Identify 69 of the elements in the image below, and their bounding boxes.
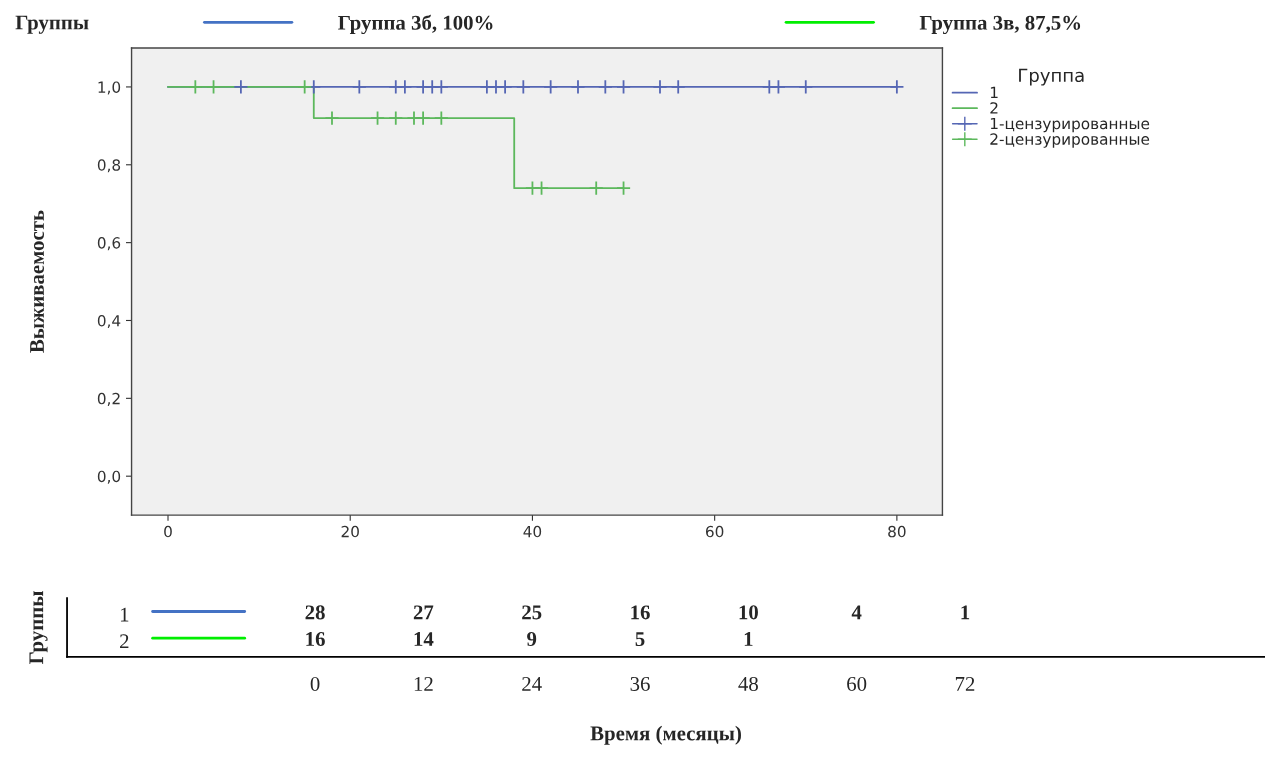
data-label: 27 bbox=[413, 605, 434, 620]
y-tick-label: 2 bbox=[120, 634, 129, 649]
x-tick-label: 20 bbox=[341, 525, 359, 538]
data-label: 4 bbox=[851, 605, 862, 620]
point bbox=[798, 79, 814, 95]
data-label: 1 bbox=[961, 605, 970, 620]
point bbox=[206, 79, 222, 95]
data-label: 25 bbox=[522, 605, 542, 620]
x-tick-label: 60 bbox=[847, 676, 867, 691]
point bbox=[388, 110, 404, 126]
x-tick-label: 0 bbox=[164, 525, 172, 538]
x-tick-label: 36 bbox=[630, 676, 650, 691]
data-label: 10 bbox=[739, 605, 758, 620]
point bbox=[616, 180, 632, 196]
point bbox=[770, 79, 786, 95]
point bbox=[570, 79, 586, 95]
y-tick-label: 0,2 bbox=[97, 392, 120, 406]
y-axis-title: Выживаемость bbox=[30, 210, 44, 353]
x-axis-title: Время (месяцы) bbox=[590, 725, 741, 745]
legend-title: Группы bbox=[15, 15, 89, 34]
y-tick-label: 0,4 bbox=[97, 314, 121, 329]
point bbox=[370, 110, 386, 126]
y-tick-label: 0,0 bbox=[97, 470, 121, 484]
point bbox=[597, 79, 613, 95]
data-label: 14 bbox=[414, 632, 434, 646]
point bbox=[433, 110, 449, 126]
x-tick-label: 60 bbox=[706, 525, 724, 538]
x-tick-label: 72 bbox=[955, 676, 975, 691]
x-tick-label: 24 bbox=[522, 676, 542, 691]
point bbox=[187, 79, 203, 95]
y-axis-title: Группы bbox=[29, 591, 48, 665]
legend-label: 2 bbox=[990, 102, 998, 114]
point bbox=[543, 79, 559, 95]
data-label: 9 bbox=[527, 632, 537, 647]
point bbox=[324, 110, 340, 126]
text: Группа 3в, 87,5% bbox=[919, 15, 1081, 35]
data-label: 16 bbox=[306, 632, 325, 647]
x-tick-label: 0 bbox=[310, 676, 320, 691]
data-label: 28 bbox=[305, 605, 325, 620]
point bbox=[233, 79, 249, 95]
legend-label: 2-цензурированные bbox=[990, 133, 1150, 148]
x-tick-label: 80 bbox=[888, 525, 906, 538]
point bbox=[433, 79, 449, 95]
data-label: 1 bbox=[744, 632, 753, 646]
point bbox=[497, 79, 513, 95]
x-tick-label: 12 bbox=[414, 676, 433, 691]
legend-label: 1 bbox=[990, 86, 998, 98]
y-tick-label: 1 bbox=[120, 607, 129, 622]
data-label: 16 bbox=[631, 605, 650, 620]
text: Группа 3б, 100% bbox=[338, 14, 493, 35]
point bbox=[670, 79, 686, 95]
point bbox=[297, 79, 313, 95]
y-tick-label: 0,8 bbox=[97, 159, 121, 173]
point bbox=[397, 79, 413, 95]
data-label: 5 bbox=[635, 632, 645, 647]
legend-label: 1-цензурированные bbox=[990, 117, 1150, 133]
point bbox=[616, 79, 632, 95]
point bbox=[889, 79, 905, 95]
point bbox=[515, 79, 531, 95]
point bbox=[588, 180, 604, 196]
point bbox=[415, 110, 431, 126]
y-tick-label: 0,6 bbox=[97, 237, 121, 251]
point bbox=[652, 79, 668, 95]
point bbox=[534, 180, 550, 196]
x-tick-label: 48 bbox=[738, 676, 758, 691]
legend-title: Группа bbox=[1019, 68, 1084, 86]
point bbox=[351, 79, 367, 95]
y-tick-label: 1,0 bbox=[98, 81, 121, 95]
x-tick-label: 40 bbox=[523, 525, 542, 538]
